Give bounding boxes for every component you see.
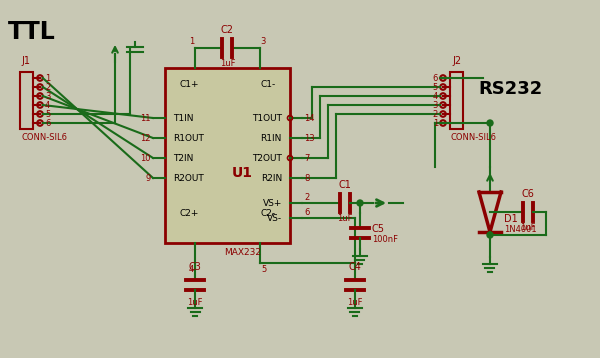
Text: 7: 7 <box>304 154 310 163</box>
Text: 2: 2 <box>433 110 438 118</box>
Text: VS+: VS+ <box>263 198 282 208</box>
Text: 5: 5 <box>262 265 266 274</box>
Text: C4: C4 <box>349 262 361 272</box>
Text: 1: 1 <box>190 37 194 46</box>
Text: 9: 9 <box>146 174 151 183</box>
Text: C1: C1 <box>338 180 352 190</box>
Text: 3: 3 <box>45 92 50 101</box>
Text: T2IN: T2IN <box>173 154 193 163</box>
Text: 100nF: 100nF <box>372 234 398 243</box>
Text: C5: C5 <box>372 224 385 234</box>
Text: 6: 6 <box>45 118 50 127</box>
Text: R2OUT: R2OUT <box>173 174 204 183</box>
Text: 8: 8 <box>304 174 310 183</box>
Text: T2OUT: T2OUT <box>252 154 282 163</box>
Text: 2: 2 <box>304 193 309 202</box>
Text: U1: U1 <box>232 166 253 180</box>
Bar <box>20 72 33 129</box>
Circle shape <box>357 200 363 206</box>
Text: 2: 2 <box>45 82 50 92</box>
Circle shape <box>487 232 493 238</box>
Text: 1uF: 1uF <box>220 59 235 68</box>
Bar <box>165 68 290 243</box>
Text: R1IN: R1IN <box>260 134 282 142</box>
Text: 4: 4 <box>45 101 50 110</box>
Text: C3: C3 <box>188 262 202 272</box>
Text: 3: 3 <box>260 37 266 46</box>
Text: 13: 13 <box>304 134 314 142</box>
Bar <box>450 72 463 129</box>
Text: 1N4001: 1N4001 <box>504 225 536 234</box>
Text: J2: J2 <box>452 56 461 66</box>
Text: C1-: C1- <box>261 80 276 89</box>
Text: 1uF: 1uF <box>337 214 353 223</box>
Text: RS232: RS232 <box>478 80 542 98</box>
Text: 14: 14 <box>304 113 314 122</box>
Text: C6: C6 <box>521 189 535 199</box>
Text: C2: C2 <box>221 25 234 35</box>
Text: C2+: C2+ <box>179 208 199 218</box>
Text: D1: D1 <box>504 214 518 224</box>
Text: 5: 5 <box>45 110 50 118</box>
Circle shape <box>487 120 493 126</box>
Text: 10: 10 <box>140 154 151 163</box>
Text: J1: J1 <box>21 56 30 66</box>
Text: 12: 12 <box>140 134 151 142</box>
Text: R1OUT: R1OUT <box>173 134 204 142</box>
Text: R2IN: R2IN <box>261 174 282 183</box>
Text: MAX232: MAX232 <box>224 248 261 257</box>
Text: T1IN: T1IN <box>173 113 193 122</box>
Text: 5: 5 <box>433 82 438 92</box>
Text: 11: 11 <box>140 113 151 122</box>
Text: 1: 1 <box>45 73 50 82</box>
Text: 1uF: 1uF <box>187 298 203 307</box>
Text: 1uF: 1uF <box>520 223 536 232</box>
Text: CONN-SIL6: CONN-SIL6 <box>451 133 497 142</box>
Text: 4: 4 <box>188 265 194 274</box>
Text: C2-: C2- <box>261 208 276 218</box>
Text: T1OUT: T1OUT <box>252 113 282 122</box>
Text: TTL: TTL <box>8 20 56 44</box>
Text: CONN-SIL6: CONN-SIL6 <box>21 133 67 142</box>
Text: VS-: VS- <box>267 213 282 223</box>
Text: 3: 3 <box>433 101 438 110</box>
Text: 1uF: 1uF <box>347 298 363 307</box>
Text: 4: 4 <box>433 92 438 101</box>
Text: 1: 1 <box>433 118 438 127</box>
Text: C1+: C1+ <box>179 80 199 89</box>
Text: 6: 6 <box>433 73 438 82</box>
Text: 6: 6 <box>304 208 310 217</box>
